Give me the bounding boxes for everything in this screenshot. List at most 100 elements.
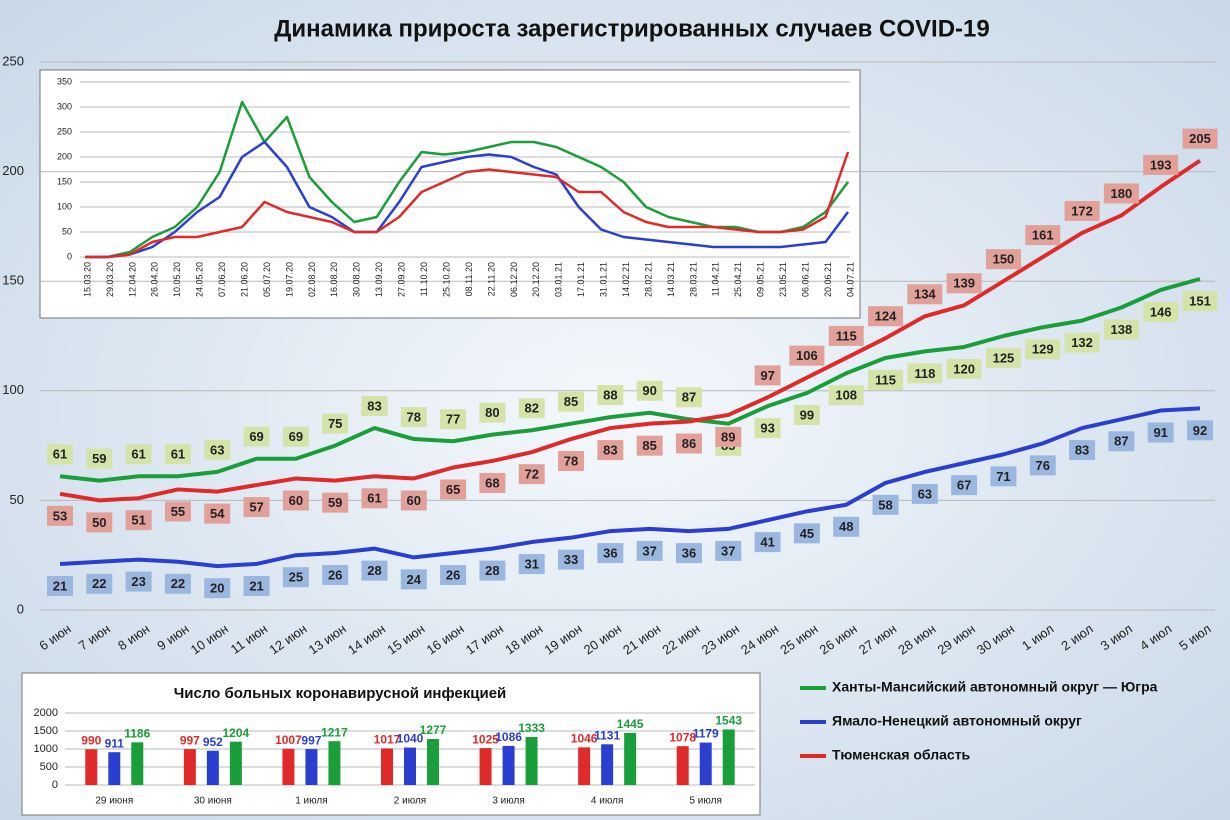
bar [108,752,121,785]
data-label: 99 [800,407,814,422]
data-label-box [754,532,781,553]
data-label: 1204 [223,726,250,740]
data-label: 911 [105,736,125,750]
y-tick-label: 500 [40,761,58,773]
data-label: 61 [131,447,145,462]
data-label-box [282,567,309,588]
y-tick-label: 300 [57,101,72,111]
data-label: 50 [92,515,106,530]
data-label-box [675,433,702,454]
series-line [85,151,850,259]
data-label-box [400,569,427,590]
data-label: 124 [875,309,897,324]
data-label: 90 [642,383,656,398]
y-tick-label: 100 [57,201,72,211]
data-label: 54 [210,506,225,521]
x-tick-label: 29 июня [95,796,133,807]
data-label: 997 [180,733,200,747]
data-label: 138 [1111,322,1133,337]
data-label-box [1103,319,1139,340]
data-label-box [868,369,904,390]
data-label: 75 [328,416,342,431]
legend-label: Ханты-Мансийский автономный округ — Югра [832,679,1158,695]
data-label: 24 [407,572,422,587]
data-label: 67 [957,478,971,493]
data-label-box [1147,422,1174,443]
data-label: 1040 [397,732,424,746]
y-tick-label: 200 [2,163,24,178]
y-tick-label: 200 [57,151,72,161]
data-label: 134 [914,287,936,302]
series-line [85,140,850,259]
series-line [59,158,1202,503]
data-label: 1179 [693,727,719,741]
bar [502,745,515,785]
data-label-box [322,413,349,434]
data-label-box [440,565,467,586]
legend-label: Ямало-Ненецкий автономный округ [832,713,1082,729]
data-label: 51 [131,513,145,528]
data-label-box [1103,183,1139,204]
data-label: 87 [682,390,696,405]
data-label-box [479,472,506,493]
data-label: 106 [796,348,818,363]
x-tick-label: 09.05.21 [756,262,766,297]
data-label: 59 [92,451,106,466]
y-tick-label: 250 [2,53,24,68]
data-label-box [479,402,506,423]
bar [131,742,144,785]
x-tick-label: 22.11.20 [486,262,496,296]
bar [676,746,689,785]
data-label: 26 [328,567,342,582]
data-label: 60 [289,493,303,508]
data-label: 20 [210,581,224,596]
data-label-box [558,391,585,412]
data-label-box [243,426,270,447]
data-label: 85 [564,394,578,409]
data-label-box [951,475,978,496]
data-label: 132 [1071,335,1093,350]
x-tick-label: 1 июля [295,796,327,807]
data-label: 150 [993,252,1015,267]
y-tick-label: 250 [57,126,72,136]
y-tick-label: 50 [62,226,72,236]
data-label-box [754,418,781,439]
data-label-box [204,578,231,599]
data-label-box [1025,225,1061,246]
data-label: 93 [760,421,774,436]
data-label: 1217 [321,725,348,739]
data-label: 45 [800,526,814,541]
data-label: 61 [367,491,381,506]
series-line [59,277,1201,483]
data-label-box [1143,154,1179,175]
data-label-box [47,505,73,526]
x-tick-label: 5 июля [689,796,721,807]
data-label: 83 [603,443,617,458]
data-label-box [828,385,864,406]
data-label-box [164,573,191,594]
data-label: 161 [1032,228,1054,243]
x-tick-label: 06.12.20 [509,262,519,297]
data-label-box [361,488,388,509]
data-label: 146 [1150,304,1172,319]
legend-label: Тюменская область [832,747,971,763]
x-tick-label: 27.09.20 [397,262,407,297]
data-label-box [440,479,467,500]
data-label: 87 [1114,434,1128,449]
data-label-box [322,492,349,513]
x-tick-label: 13.09.20 [374,262,384,297]
data-label-box [907,363,943,384]
data-label: 37 [721,543,735,558]
bar [722,729,735,785]
data-label: 53 [53,508,67,523]
data-label-box [675,543,702,564]
data-label-box [636,435,663,456]
data-label-box [597,385,624,406]
data-label-box [636,540,663,561]
data-label: 77 [446,412,460,427]
data-label: 72 [524,467,538,482]
bar [404,747,416,785]
x-tick-label: 03.01.21 [554,262,564,297]
data-label: 58 [878,497,892,512]
x-tick-label: 28.02.21 [643,262,653,297]
